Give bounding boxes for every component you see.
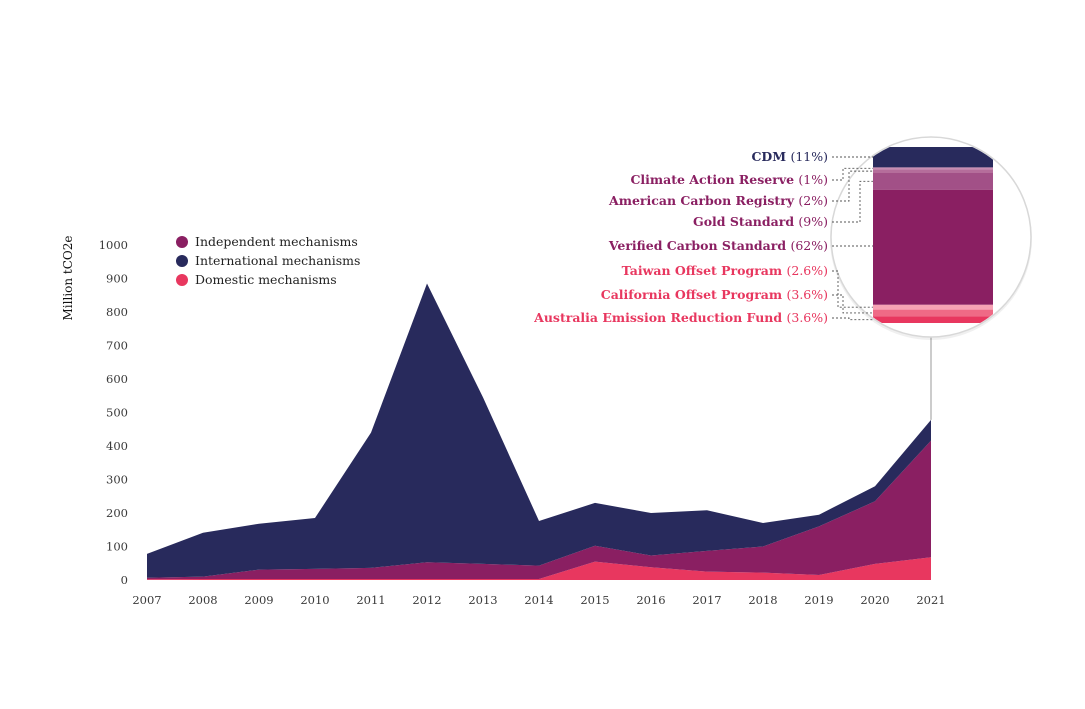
y-tick-label: 0 bbox=[121, 573, 128, 587]
breakdown-leader-american-carbon-registry bbox=[832, 170, 873, 202]
y-tick-label: 800 bbox=[106, 305, 128, 319]
y-tick-labels: 0 100 200 300 400 500 600 700 800 900 1000 bbox=[99, 238, 128, 587]
breakdown-name: Verified Carbon Standard bbox=[608, 238, 791, 253]
y-tick-label: 500 bbox=[106, 406, 128, 420]
x-tick-label: 2012 bbox=[412, 593, 441, 607]
breakdown-name: Taiwan Offset Program bbox=[622, 263, 787, 278]
legend-swatch-domestic-mechanisms bbox=[176, 274, 188, 286]
zoom-stacked-bar bbox=[873, 147, 993, 323]
x-tick-label: 2015 bbox=[580, 593, 609, 607]
legend-swatch-international-mechanisms bbox=[176, 255, 188, 267]
area-international-mechanisms bbox=[147, 283, 931, 578]
x-tick-label: 2019 bbox=[804, 593, 833, 607]
x-tick-label: 2016 bbox=[636, 593, 665, 607]
zoom-segment-american-carbon-registry bbox=[873, 169, 993, 173]
breakdown-pct: (3.6%) bbox=[786, 287, 828, 302]
y-axis-label: Million tCO2e bbox=[61, 236, 75, 321]
y-tick-label: 400 bbox=[106, 439, 128, 453]
zoom-breakdown-2021: CDM (11%)Climate Action Reserve (1%)Amer… bbox=[533, 136, 1032, 420]
zoom-segment-climate-action-reserve bbox=[873, 167, 993, 170]
breakdown-label-cdm: CDM (11%) bbox=[751, 149, 828, 164]
breakdown-name: American Carbon Registry bbox=[608, 193, 798, 208]
y-tick-label: 200 bbox=[106, 506, 128, 520]
breakdown-pct: (62%) bbox=[790, 238, 828, 253]
breakdown-label-climate-action-reserve: Climate Action Reserve (1%) bbox=[630, 172, 828, 187]
x-tick-label: 2007 bbox=[132, 593, 161, 607]
breakdown-leader-taiwan-offset-program bbox=[832, 270, 873, 308]
y-tick-label: 600 bbox=[106, 372, 128, 386]
zoom-segment-cdm bbox=[873, 147, 993, 168]
breakdown-name: Climate Action Reserve bbox=[630, 172, 798, 187]
breakdown-name: Australia Emission Reduction Fund bbox=[533, 310, 786, 325]
breakdown-label-gold-standard: Gold Standard (9%) bbox=[693, 214, 828, 229]
breakdown-label-verified-carbon-standard: Verified Carbon Standard (62%) bbox=[608, 238, 828, 253]
legend-swatch-independent-mechanisms bbox=[176, 236, 188, 248]
breakdown-leader-climate-action-reserve bbox=[832, 167, 873, 181]
x-tick-label: 2018 bbox=[748, 593, 777, 607]
zoom-segment-taiwan-offset-program bbox=[873, 304, 993, 310]
breakdown-name: California Offset Program bbox=[601, 287, 787, 302]
breakdown-label-taiwan-offset-program: Taiwan Offset Program (2.6%) bbox=[622, 263, 828, 278]
breakdown-pct: (11%) bbox=[790, 149, 828, 164]
x-tick-label: 2009 bbox=[244, 593, 273, 607]
y-tick-label: 300 bbox=[106, 473, 128, 487]
x-tick-label: 2013 bbox=[468, 593, 497, 607]
breakdown-leader-california-offset-program bbox=[832, 294, 873, 314]
breakdown-pct: (2%) bbox=[798, 193, 828, 208]
x-tick-labels: 2007 2008 2009 2010 2011 2012 2013 2014 2015 2016… bbox=[132, 593, 945, 607]
breakdown-label-australia-emission-reduction-fund: Australia Emission Reduction Fund (3.6%) bbox=[533, 310, 828, 325]
breakdown-pct: (9%) bbox=[798, 214, 828, 229]
breakdown-label-american-carbon-registry: American Carbon Registry (2%) bbox=[608, 193, 828, 208]
breakdown-leader-gold-standard bbox=[832, 180, 873, 223]
zoom-segment-california-offset-program bbox=[873, 309, 993, 317]
x-tick-label: 2008 bbox=[188, 593, 217, 607]
zoom-segment-gold-standard bbox=[873, 172, 993, 190]
breakdown-name: CDM bbox=[751, 149, 790, 164]
x-tick-label: 2021 bbox=[916, 593, 945, 607]
area-series-group bbox=[147, 283, 931, 580]
area-independent-mechanisms bbox=[147, 440, 931, 580]
breakdown-pct: (3.6%) bbox=[786, 310, 828, 325]
y-tick-label: 700 bbox=[106, 339, 128, 353]
breakdown-name: Gold Standard bbox=[693, 214, 798, 229]
x-tick-label: 2010 bbox=[300, 593, 329, 607]
breakdown-leader-australia-emission-reduction-fund bbox=[832, 317, 873, 321]
y-tick-label: 1000 bbox=[99, 238, 128, 252]
y-tick-label: 100 bbox=[106, 540, 128, 554]
breakdown-pct: (2.6%) bbox=[786, 263, 828, 278]
breakdown-label-california-offset-program: California Offset Program (3.6%) bbox=[601, 287, 828, 302]
area-domestic-mechanisms bbox=[147, 557, 931, 580]
y-tick-label: 900 bbox=[106, 272, 128, 286]
legend-label-independent-mechanisms: Independent mechanisms bbox=[195, 234, 358, 249]
legend-label-domestic-mechanisms: Domestic mechanisms bbox=[195, 272, 337, 287]
zoom-segment-verified-carbon-standard bbox=[873, 189, 993, 305]
legend-label-international-mechanisms: International mechanisms bbox=[195, 253, 360, 268]
zoom-segment-australia-emission-reduction-fund bbox=[873, 316, 993, 323]
legend: Independent mechanisms International mech… bbox=[176, 234, 360, 287]
x-tick-label: 2014 bbox=[524, 593, 553, 607]
x-tick-label: 2011 bbox=[356, 593, 385, 607]
x-tick-label: 2017 bbox=[692, 593, 721, 607]
x-tick-label: 2020 bbox=[860, 593, 889, 607]
breakdown-pct: (1%) bbox=[798, 172, 828, 187]
